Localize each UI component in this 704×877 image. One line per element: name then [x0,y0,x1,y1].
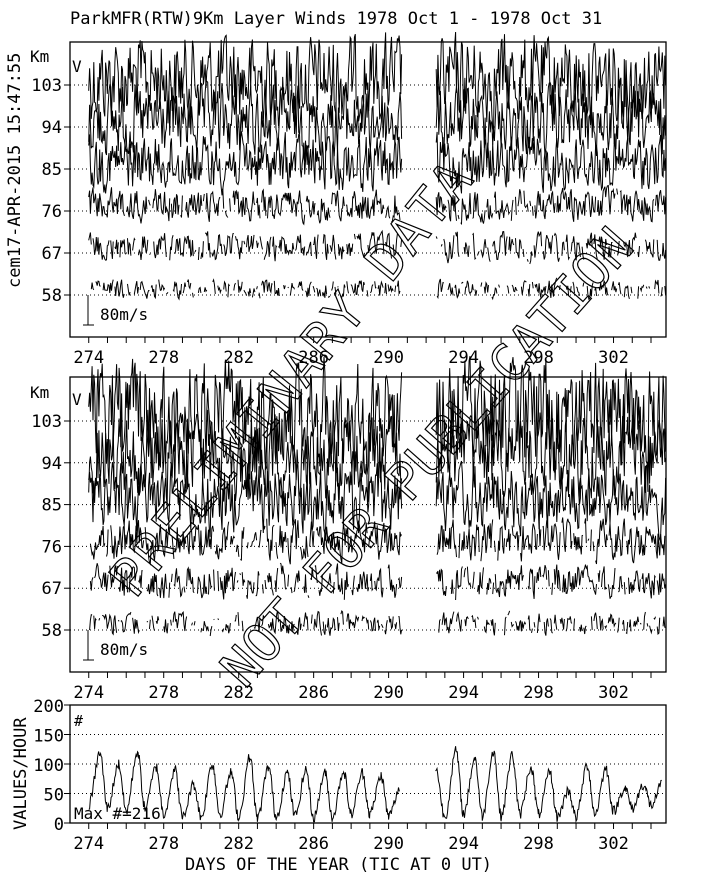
x-tick-label: 290 [373,683,404,703]
x-tick-label: 278 [148,683,179,703]
y-tick-label: 100 [33,756,64,776]
y-tick-label: 94 [42,118,62,138]
wind-trace-58km [89,609,666,637]
panel-label: # [74,712,83,730]
y-tick-label: 85 [42,496,62,516]
x-tick-label: 290 [373,834,404,854]
y-tick-label: 58 [42,621,62,641]
wind-trace-76km [88,184,667,226]
x-tick-label: 294 [448,683,479,703]
x-tick-label: 286 [298,683,329,703]
plot-frame [69,704,667,824]
values-per-hour-line [88,746,662,823]
plot-frame [69,376,667,673]
y-tick-label: 76 [42,537,62,557]
x-tick-label: 298 [523,683,554,703]
y-tick-label: 76 [42,202,62,222]
x-tick-label: 274 [73,834,104,854]
y-tick-label: 50 [44,786,64,806]
x-tick-label: 302 [598,348,629,368]
wind-trace-85km [88,131,667,196]
x-tick-label: 278 [148,834,179,854]
y-tick-label: 0 [54,815,64,835]
scale-bar-label: 80m/s [100,640,148,659]
wind-trace-94km [88,409,667,505]
x-tick-label: 274 [73,348,104,368]
panel-label: V [72,390,82,409]
x-tick-label: 290 [373,348,404,368]
x-tick-label: 282 [223,683,254,703]
y-tick-label: 94 [42,454,62,474]
panel-middle-v: V Km 80m/s 103 94 85 76 67 58 274 278 282 286 290 2… [30,356,667,703]
y-tick-label: 103 [31,412,62,432]
x-tick-label: 294 [448,834,479,854]
x-tick-label: 282 [223,348,254,368]
wind-trace-76km [89,517,666,566]
wind-trace-67km [88,229,667,265]
x-tick-label: 278 [148,348,179,368]
x-axis-label: DAYS OF THE YEAR (TIC AT 0 UT) [185,855,492,875]
y-tick-label: 200 [33,697,64,717]
y-axis-unit: Km [30,47,49,66]
x-tick-label: 302 [598,683,629,703]
plot-frame [69,41,667,338]
y-tick-label: 67 [42,244,62,264]
side-timestamp-label: cem17-APR-2015 15:47:55 [5,53,25,288]
chart-title: ParkMFR(RTW)9Km Layer Winds 1978 Oct 1 -… [70,9,602,29]
y-tick-label: 103 [31,76,62,96]
wind-trace-85km [88,459,667,542]
x-tick-label: 286 [298,834,329,854]
wind-trace-94km [88,79,667,162]
y-tick-label: 58 [42,286,62,306]
scale-bar-label: 80m/s [100,305,148,324]
x-tick-label: 302 [598,834,629,854]
y-axis-unit: Km [30,383,49,402]
panel-top-v: V Km 80m/s 103 94 85 76 67 58 274 278 282 286 290 2… [30,31,667,368]
y-tick-label: 150 [33,727,64,747]
panel-values-per-hour: # VALUES/HOUR Max #=216 DAYS OF THE YEAR… [11,697,667,875]
y-tick-label: 85 [42,160,62,180]
y-axis-label: VALUES/HOUR [11,717,31,830]
x-tick-label: 286 [298,348,329,368]
wind-trace-58km [90,277,667,301]
x-tick-label: 294 [448,348,479,368]
max-annotation: Max #=216 [74,804,161,823]
x-tick-label: 298 [523,834,554,854]
wind-trace-67km [89,562,667,601]
panel-label: V [72,57,82,76]
x-tick-label: 282 [223,834,254,854]
y-tick-label: 67 [42,579,62,599]
x-tick-label: 274 [73,683,104,703]
